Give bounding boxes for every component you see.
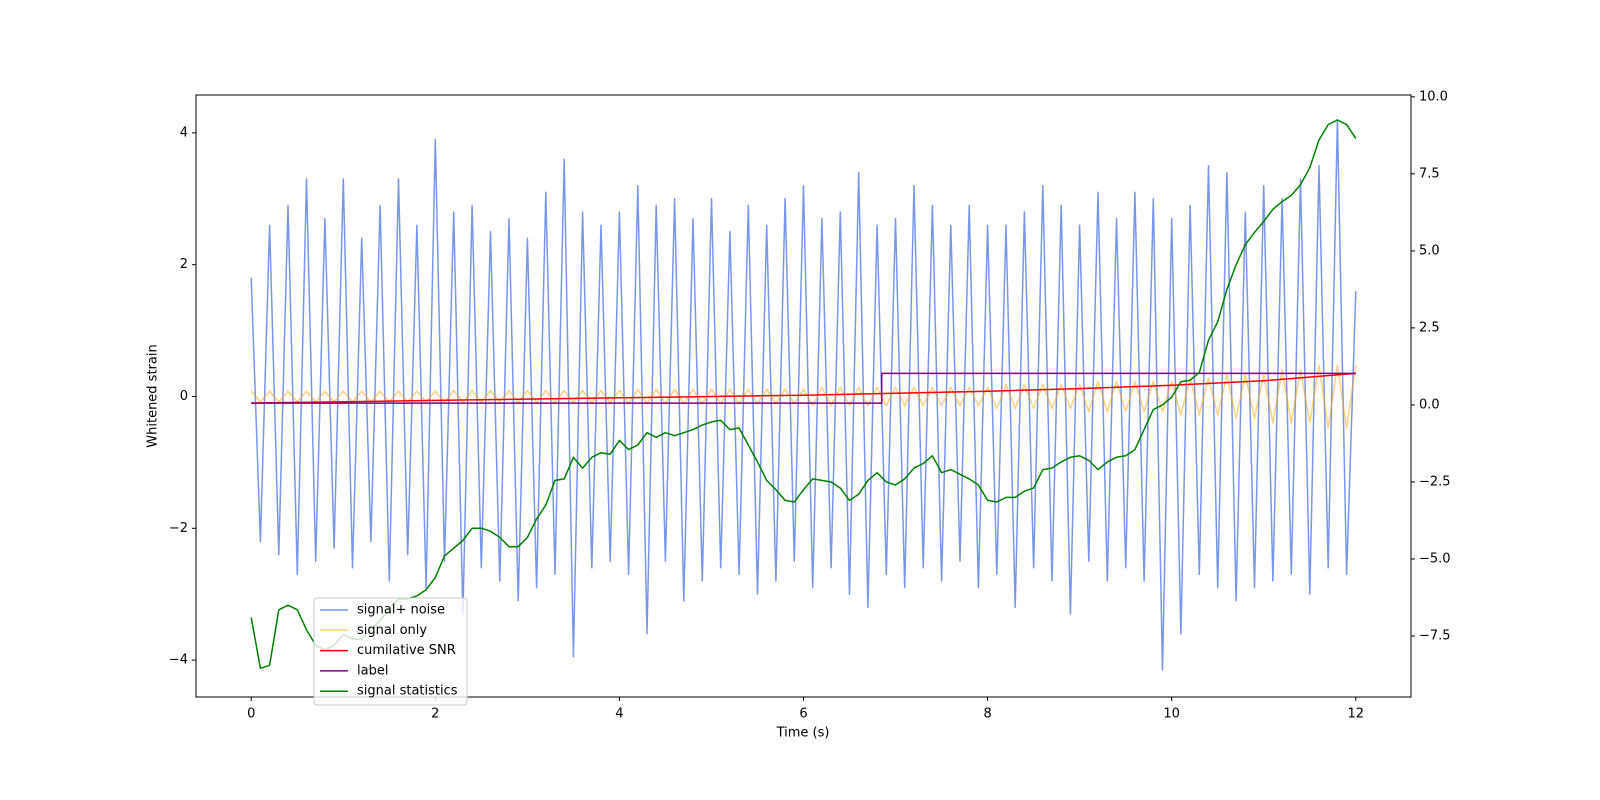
series-line xyxy=(251,372,1356,404)
y-tick-label: 4 xyxy=(180,125,188,140)
y-tick-label: −4 xyxy=(169,653,188,668)
series-line xyxy=(250,119,1357,670)
x-tick-label: 10 xyxy=(1163,707,1180,722)
y-tick-label: −2 xyxy=(169,521,188,536)
legend-label: signal+ noise xyxy=(357,603,445,618)
y2-tick-label: 0.0 xyxy=(1419,397,1440,412)
plot-area xyxy=(250,118,1357,671)
series-line xyxy=(250,364,1357,429)
x-tick-label: 4 xyxy=(615,707,623,722)
y2-tick-label: 10.0 xyxy=(1419,89,1448,104)
legend-label: signal only xyxy=(357,623,427,638)
x-tick-label: 12 xyxy=(1347,707,1364,722)
y2-tick-label: −7.5 xyxy=(1419,628,1451,643)
legend-box xyxy=(313,597,468,706)
legend-label: label xyxy=(357,663,388,678)
x-tick-label: 8 xyxy=(983,707,991,722)
x-tick-label: 0 xyxy=(247,707,255,722)
x-tick-label: 2 xyxy=(431,707,439,722)
legend: signal+ noise signal only cumilative SNR la… xyxy=(313,597,468,706)
x-axis-label: Time (s) xyxy=(776,726,830,741)
legend-label: signal statistics xyxy=(357,684,458,699)
series-line xyxy=(251,372,1356,404)
y-tick-label: 0 xyxy=(180,389,188,404)
y2-tick-label: −2.5 xyxy=(1419,474,1451,489)
y2-tick-label: 5.0 xyxy=(1419,243,1440,258)
y2-tick-label: 7.5 xyxy=(1419,166,1440,181)
y-tick-label: 2 xyxy=(180,257,188,272)
x-tick-label: 6 xyxy=(799,707,807,722)
y2-tick-label: 2.5 xyxy=(1419,320,1440,335)
y-axis-label: Whitened strain xyxy=(146,344,161,447)
y2-tick-label: −5.0 xyxy=(1419,551,1451,566)
legend-label: cumilative SNR xyxy=(357,643,456,658)
series-line xyxy=(250,118,1357,671)
